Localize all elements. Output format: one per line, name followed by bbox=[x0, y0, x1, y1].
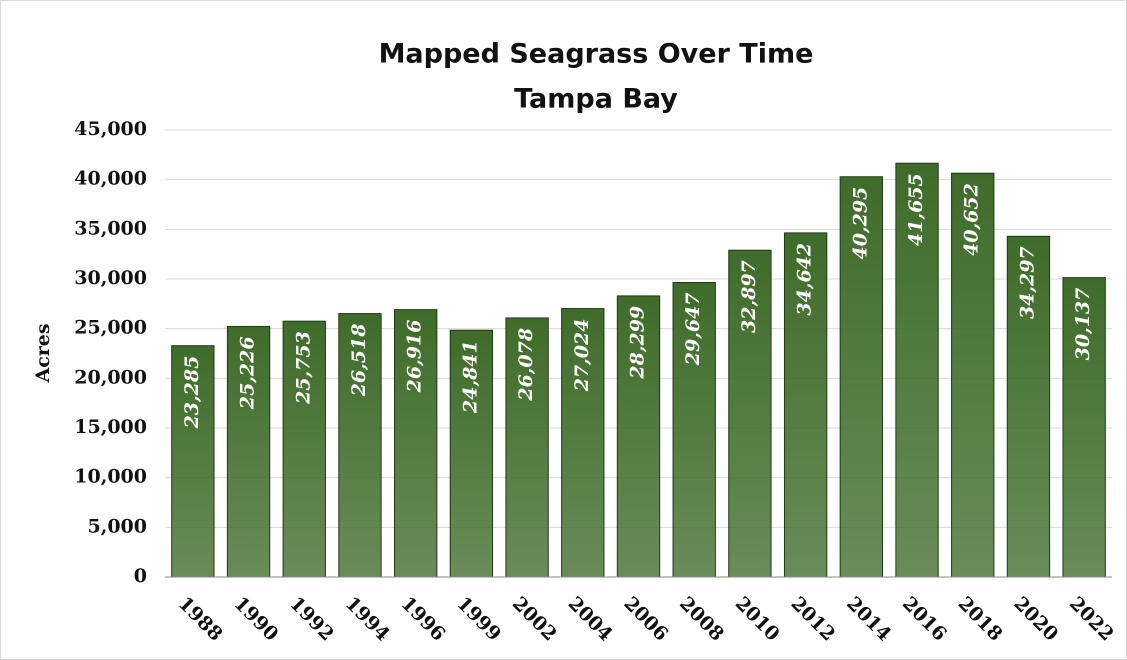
y-axis-label: Acres bbox=[32, 323, 54, 383]
data-label: 26,518 bbox=[348, 324, 370, 398]
bar bbox=[449, 329, 494, 578]
bar bbox=[1062, 277, 1106, 578]
bar bbox=[951, 172, 995, 578]
bar bbox=[338, 313, 382, 578]
y-tick-label: 0 bbox=[134, 565, 147, 587]
y-tick-label: 35,000 bbox=[74, 217, 147, 239]
y-tick-label: 25,000 bbox=[74, 317, 147, 339]
data-label: 25,226 bbox=[237, 336, 259, 410]
data-label: 40,652 bbox=[961, 183, 983, 256]
data-label: 27,024 bbox=[571, 319, 593, 393]
chart-subtitle: Tampa Bay bbox=[514, 84, 678, 115]
data-label: 32,897 bbox=[738, 260, 760, 333]
data-label: 23,285 bbox=[181, 356, 203, 430]
data-label: 40,295 bbox=[849, 187, 871, 260]
bar bbox=[394, 309, 438, 578]
bar bbox=[616, 295, 661, 578]
data-label: 29,647 bbox=[682, 293, 704, 367]
bar bbox=[895, 162, 939, 578]
y-tick-label: 15,000 bbox=[74, 416, 147, 438]
y-tick-label: 10,000 bbox=[74, 466, 147, 488]
bar bbox=[282, 320, 326, 578]
data-label: 34,642 bbox=[794, 243, 816, 316]
y-tick-label: 5,000 bbox=[88, 515, 148, 537]
y-tick-label: 40,000 bbox=[74, 168, 147, 190]
data-label: 34,297 bbox=[1016, 246, 1038, 319]
y-tick-label: 20,000 bbox=[74, 366, 147, 388]
data-label: 41,655 bbox=[905, 173, 927, 246]
chart-title: Mapped Seagrass Over Time bbox=[379, 39, 814, 70]
bar bbox=[561, 308, 605, 578]
y-tick-label: 30,000 bbox=[74, 267, 147, 289]
data-label: 25,753 bbox=[292, 331, 314, 405]
data-label: 28,299 bbox=[627, 306, 649, 380]
data-label: 26,916 bbox=[404, 320, 426, 394]
y-tick-label: 45,000 bbox=[74, 118, 147, 140]
data-label: 26,078 bbox=[515, 328, 537, 402]
data-label: 30,137 bbox=[1072, 288, 1094, 361]
bar bbox=[505, 317, 549, 578]
data-label: 24,841 bbox=[459, 340, 481, 414]
bar bbox=[783, 232, 828, 578]
